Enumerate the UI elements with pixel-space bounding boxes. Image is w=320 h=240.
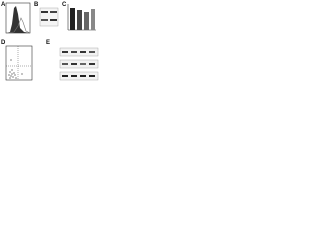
dot-cloud bbox=[8, 59, 23, 79]
band bbox=[41, 11, 48, 13]
bar-panel bbox=[67, 4, 96, 31]
band bbox=[89, 51, 95, 53]
blot-frame bbox=[39, 7, 59, 27]
band bbox=[50, 11, 57, 13]
band bbox=[62, 63, 68, 65]
panel-label: C bbox=[62, 2, 67, 8]
band bbox=[89, 63, 95, 65]
blot-frame bbox=[59, 71, 99, 81]
page: A B C D E bbox=[0, 0, 100, 85]
band bbox=[71, 75, 77, 77]
bar bbox=[84, 12, 89, 30]
band bbox=[50, 19, 57, 21]
bar bbox=[77, 10, 82, 30]
histogram-fill bbox=[6, 6, 30, 33]
band bbox=[89, 75, 95, 77]
band bbox=[62, 51, 68, 53]
band bbox=[71, 63, 77, 65]
panel-label: D bbox=[1, 40, 6, 46]
figure: A B C D E bbox=[1, 2, 99, 81]
blot-frame bbox=[59, 59, 99, 69]
histogram-panel bbox=[5, 2, 31, 34]
band bbox=[80, 63, 86, 65]
blot-panel bbox=[39, 7, 59, 27]
panel-label: A bbox=[1, 2, 6, 8]
histogram-line bbox=[5, 17, 31, 34]
panel-label: B bbox=[34, 2, 39, 8]
blot-panel bbox=[59, 47, 99, 81]
band bbox=[80, 51, 86, 53]
band bbox=[41, 19, 48, 21]
panel-label: E bbox=[46, 40, 50, 46]
plot-frame bbox=[5, 45, 33, 81]
bar bbox=[91, 9, 95, 30]
band bbox=[71, 51, 77, 53]
band bbox=[80, 75, 86, 77]
bar bbox=[70, 8, 75, 30]
blot-frame bbox=[59, 47, 99, 57]
band bbox=[62, 75, 68, 77]
scatter-panel bbox=[5, 45, 33, 81]
